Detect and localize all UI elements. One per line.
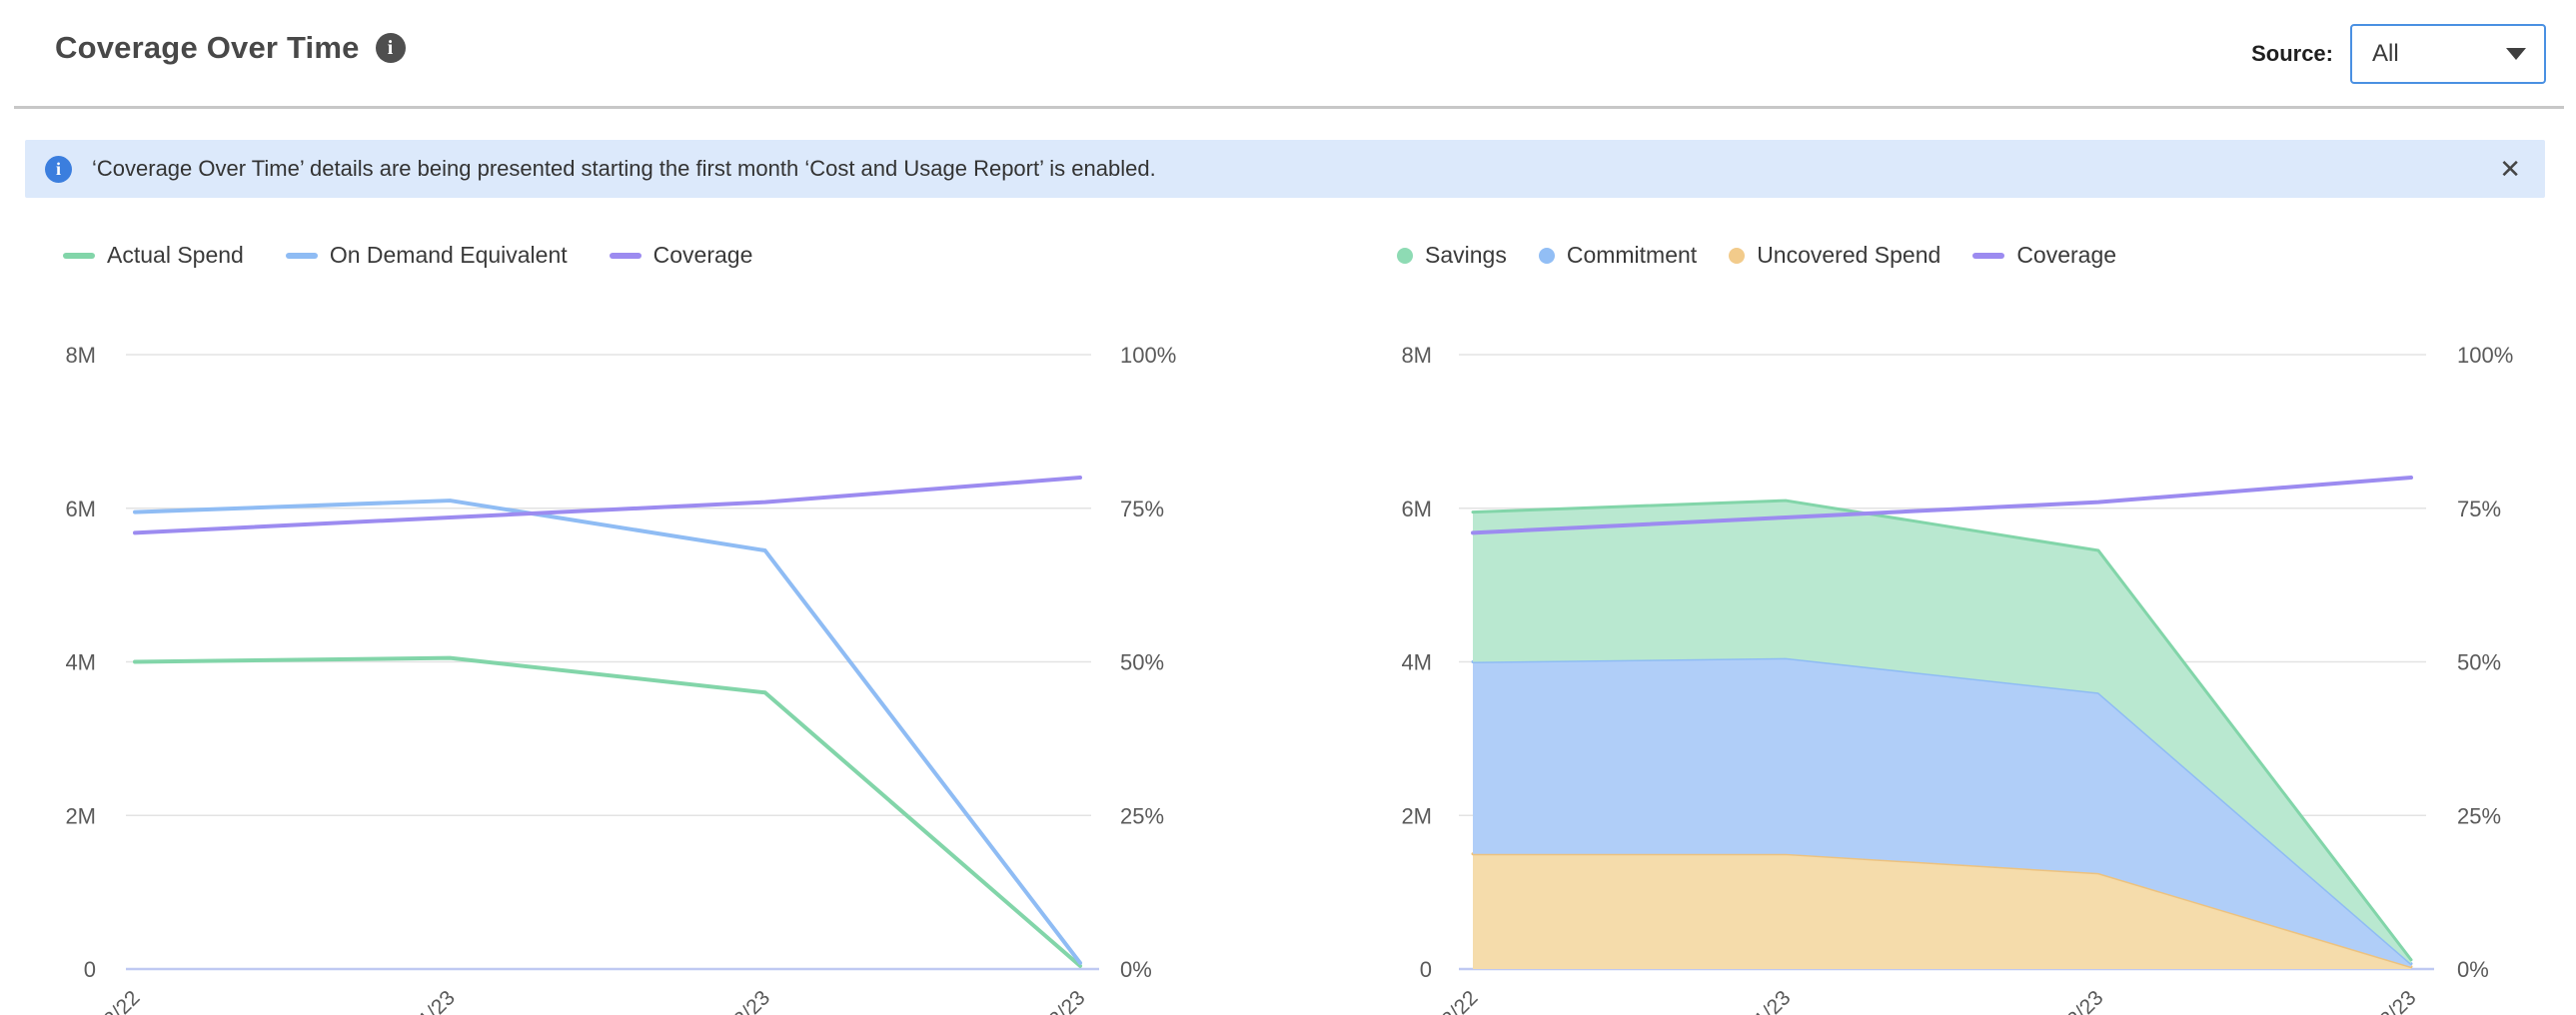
on-demand-equivalent-swatch (285, 252, 318, 259)
y-axis-tick-left: 8M (1401, 343, 1432, 368)
source-filter: Source: All (2251, 24, 2546, 84)
area-edge-savings (1471, 499, 2413, 962)
y-axis-tick-right: 0% (1120, 957, 1152, 982)
legend-label: Uncovered Spend (1757, 242, 1941, 268)
y-axis-tick-left: 6M (65, 497, 96, 521)
area-uncovered-spend (1473, 853, 2411, 969)
y-axis-tick-left: 8M (65, 343, 96, 368)
coverage-swatch (1972, 252, 2005, 259)
legend-item-actual-spend[interactable]: Actual Spend (63, 242, 244, 269)
legend-item-savings[interactable]: Savings (1397, 242, 1507, 269)
y-axis-tick-left: 0 (1420, 957, 1432, 982)
legend-item-commitment[interactable]: Commitment (1538, 242, 1698, 269)
legend-spend-chart: Actual Spend On Demand Equivalent Coverage (63, 242, 752, 269)
source-label: Source: (2251, 41, 2333, 66)
y-axis-tick-right: 50% (2457, 650, 2501, 675)
source-dropdown-value: All (2372, 40, 2399, 67)
legend-label: Commitment (1566, 242, 1698, 268)
x-axis-tick: 12/22 (1429, 986, 1482, 1015)
area-commitment (1473, 657, 2411, 967)
y-axis-tick-right: 0% (2457, 957, 2489, 982)
legend-label: Coverage (652, 242, 753, 268)
legend-item-coverage[interactable]: Coverage (609, 242, 753, 269)
legend-item-coverage[interactable]: Coverage (1972, 242, 2116, 269)
legend-coverage-breakdown-chart: Savings Commitment Uncovered Spend Coverage (1397, 242, 2116, 269)
commitment-swatch (1538, 247, 1555, 264)
y-axis-tick-left: 2M (1401, 803, 1432, 828)
y-axis-tick-right: 25% (1120, 803, 1164, 828)
legend-label: Coverage (2016, 242, 2117, 268)
y-axis-tick-right: 25% (2457, 803, 2501, 828)
line-coverage (1471, 476, 2413, 535)
spend-line-chart[interactable]: 8M 100% 6M 75% 4M 50% 2M 25% 0 0% 12/22 01/23 02/23 0… (40, 330, 1189, 1015)
x-axis-tick: 01/23 (1742, 986, 1795, 1015)
y-axis-tick-right: 75% (2457, 497, 2501, 521)
x-axis-tick: 03/23 (2367, 986, 2420, 1015)
y-axis-tick-left: 0 (84, 957, 96, 982)
y-axis-tick-right: 100% (1120, 343, 1176, 368)
x-axis-tick: 01/23 (406, 986, 459, 1015)
y-axis-tick-left: 4M (65, 650, 96, 675)
close-icon[interactable]: ✕ (2499, 154, 2521, 184)
legend-item-on-demand-equivalent[interactable]: On Demand Equivalent (285, 242, 568, 269)
line-on-demand-equivalent (133, 499, 1082, 965)
coverage-stacked-area-chart[interactable]: 8M 100% 6M 75% 4M 50% 2M 25% 0 0% 12/22 01/23 02/23 0… (1389, 330, 2576, 1015)
line-coverage (133, 476, 1082, 535)
legend-label: Actual Spend (107, 242, 244, 268)
source-dropdown[interactable]: All (2350, 24, 2546, 84)
chevron-down-icon (2506, 48, 2526, 60)
y-axis-tick-right: 100% (2457, 343, 2513, 368)
x-axis-tick: 12/22 (91, 986, 144, 1015)
x-axis-tick: 02/23 (2054, 986, 2107, 1015)
actual-spend-swatch (63, 252, 95, 259)
legend-label: On Demand Equivalent (329, 242, 568, 268)
y-axis-tick-right: 50% (1120, 650, 1164, 675)
legend-item-uncovered-spend[interactable]: Uncovered Spend (1729, 242, 1940, 269)
y-axis-tick-right: 75% (1120, 497, 1164, 521)
x-axis-tick: 03/23 (1036, 986, 1089, 1015)
uncovered-spend-swatch (1729, 247, 1746, 264)
x-axis-tick: 02/23 (721, 986, 774, 1015)
info-icon[interactable]: i (375, 33, 406, 63)
banner-info-icon: i (45, 155, 72, 183)
info-banner: i ‘Coverage Over Time’ details are being… (25, 140, 2545, 198)
header-divider (14, 106, 2564, 109)
banner-text: ‘Coverage Over Time’ details are being p… (92, 156, 1156, 181)
y-axis-tick-left: 2M (65, 803, 96, 828)
page-header: Coverage Over Time i (55, 30, 406, 66)
line-actual-spend (133, 655, 1082, 968)
y-axis-tick-left: 4M (1401, 650, 1432, 675)
coverage-swatch (609, 252, 642, 259)
legend-label: Savings (1425, 242, 1507, 268)
area-savings (1473, 501, 2411, 964)
page-title: Coverage Over Time (55, 30, 360, 65)
savings-swatch (1397, 247, 1413, 264)
y-axis-tick-left: 6M (1401, 497, 1432, 521)
